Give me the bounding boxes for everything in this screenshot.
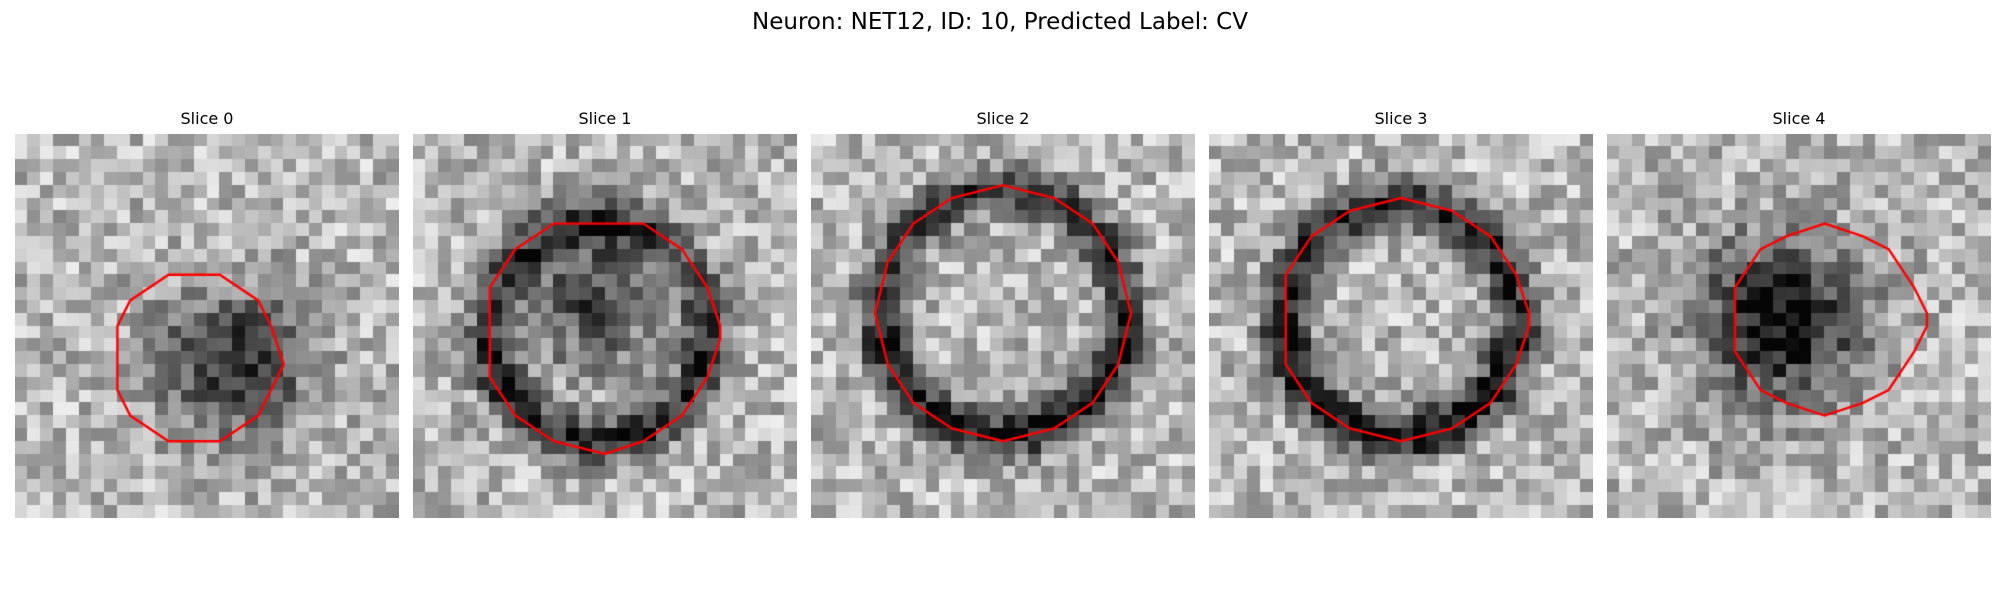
slice-panel-0: Slice 0 [15, 108, 399, 518]
slice-title: Slice 1 [413, 108, 797, 130]
slice-panel-1: Slice 1 [413, 108, 797, 518]
slice-panel-3: Slice 3 [1209, 108, 1593, 518]
slice-panel-2: Slice 2 [811, 108, 1195, 518]
slice-image-0 [15, 134, 399, 518]
slice-title: Slice 3 [1209, 108, 1593, 130]
slice-image-2 [811, 134, 1195, 518]
slice-title: Slice 0 [15, 108, 399, 130]
slice-title: Slice 4 [1607, 108, 1991, 130]
figure-title: Neuron: NET12, ID: 10, Predicted Label: … [0, 6, 2000, 38]
slice-image-1 [413, 134, 797, 518]
slice-image-4 [1607, 134, 1991, 518]
slice-panel-4: Slice 4 [1607, 108, 1991, 518]
slice-image-3 [1209, 134, 1593, 518]
slice-title: Slice 2 [811, 108, 1195, 130]
